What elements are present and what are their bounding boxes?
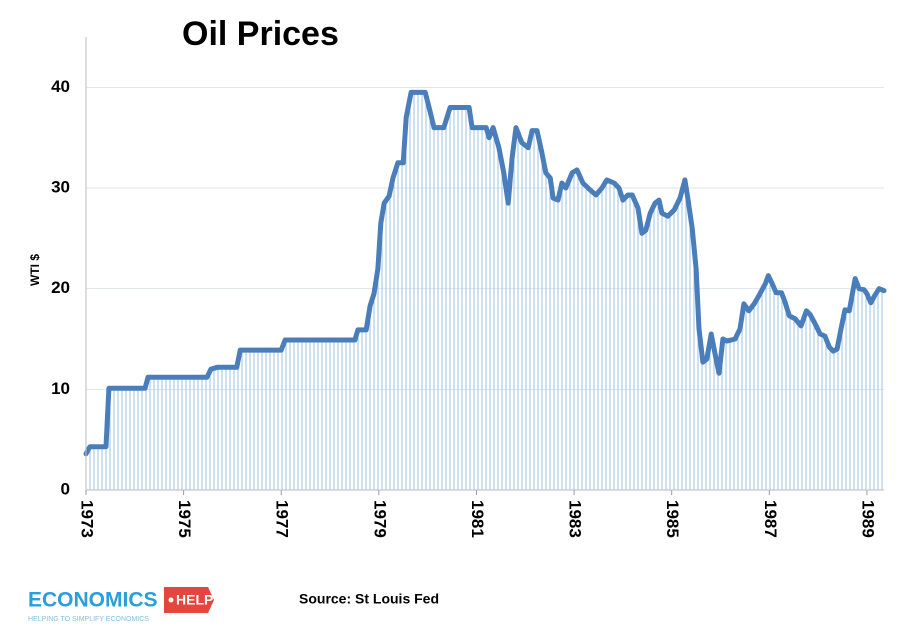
logo-tag-hole [168, 597, 174, 603]
y-axis-label: WTI $ [28, 254, 42, 286]
chart-title: Oil Prices [182, 15, 339, 53]
x-tick-label: 1989 [858, 500, 877, 538]
x-tick-label: 1977 [273, 500, 292, 538]
logo-name: ECONOMICS [28, 589, 158, 612]
logo: ECONOMICS HELP HELPING TO SIMPLIFY ECONO… [28, 587, 214, 623]
y-tick-label: 20 [51, 278, 70, 297]
x-tick-label: 1979 [370, 500, 389, 538]
logo-tagline: HELPING TO SIMPLIFY ECONOMICS [28, 616, 149, 623]
logo-tag: HELP [176, 592, 213, 608]
y-tick-label: 40 [51, 77, 70, 96]
y-tick-label: 0 [61, 479, 70, 498]
source: Source: St Louis Fed [299, 591, 439, 607]
y-tick-label: 30 [51, 177, 70, 196]
x-tick-label: 1973 [78, 500, 97, 538]
x-tick-label: 1985 [663, 500, 682, 538]
x-tick-label: 1987 [761, 500, 780, 538]
line [83, 89, 887, 457]
y-tick-label: 10 [51, 379, 70, 398]
x-tick-label: 1975 [175, 500, 194, 538]
x-tick-label: 1983 [566, 500, 585, 538]
area [86, 92, 884, 491]
x-tick-label: 1981 [468, 500, 487, 538]
logo-tag-shape [164, 587, 214, 613]
